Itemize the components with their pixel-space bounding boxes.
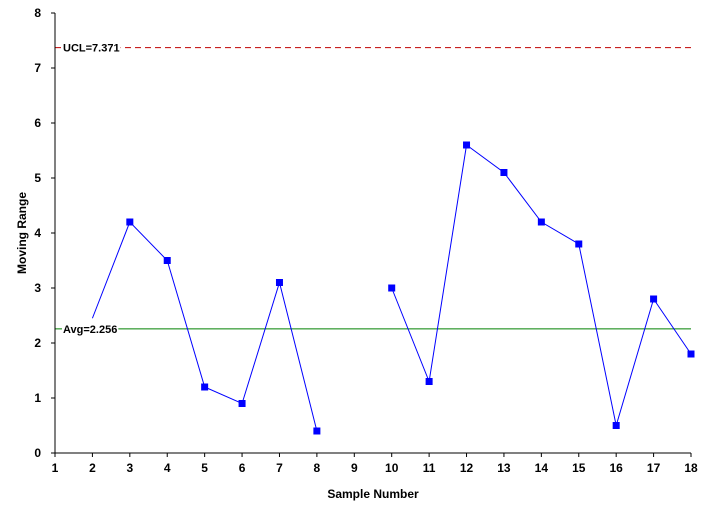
data-point — [463, 141, 471, 149]
data-point — [500, 169, 508, 176]
data-point — [388, 284, 396, 292]
y-axis-title: Moving Range — [15, 192, 29, 274]
avg-label-bg — [62, 323, 119, 336]
y-tick-label: 2 — [34, 336, 41, 350]
x-tick-label: 2 — [89, 461, 96, 475]
ucl-label: UCL=7.371 — [63, 43, 120, 55]
data-point — [275, 279, 283, 286]
data-point — [425, 378, 433, 385]
x-tick-label: 10 — [385, 461, 399, 475]
x-tick-label: 7 — [276, 461, 283, 475]
y-tick-label: 0 — [34, 446, 41, 460]
y-tick-label: 4 — [34, 226, 41, 240]
x-tick-label: 3 — [126, 461, 133, 475]
data-point — [650, 295, 658, 303]
y-tick-label: 5 — [34, 171, 41, 185]
series-line-segment — [91, 221, 318, 432]
ucl-label-bg — [62, 42, 121, 55]
y-tick-label: 7 — [34, 61, 41, 75]
x-tick-label: 17 — [647, 461, 661, 475]
x-tick-label: 4 — [164, 461, 171, 475]
data-point — [126, 218, 134, 226]
data-point — [163, 257, 171, 264]
data-point — [313, 427, 321, 435]
x-tick-label: 8 — [314, 461, 321, 475]
data-point — [612, 422, 620, 429]
data-point — [575, 240, 583, 248]
x-tick-label: 14 — [535, 461, 549, 475]
data-point — [687, 350, 695, 358]
x-tick-label: 9 — [351, 461, 358, 475]
y-tick-label: 1 — [34, 391, 41, 405]
x-tick-label: 18 — [684, 461, 698, 475]
reference-lines — [55, 47, 691, 330]
x-tick-label: 1 — [52, 461, 59, 475]
x-axis-title: Sample Number — [327, 487, 419, 501]
y-tick-label: 6 — [34, 116, 41, 130]
x-tick-label: 12 — [460, 461, 474, 475]
data-point — [201, 383, 209, 391]
y-tick-label: 8 — [34, 6, 41, 20]
labels: UCL=7.371 Avg=2.256 — [62, 42, 121, 336]
data-point — [238, 400, 246, 407]
x-tick-label: 11 — [423, 461, 436, 475]
data-point — [537, 218, 545, 226]
data-series — [91, 141, 695, 435]
series-line-segment — [391, 144, 692, 426]
y-tick-label: 3 — [34, 281, 41, 295]
x-tick-label: 16 — [609, 461, 623, 475]
x-tick-label: 5 — [201, 461, 208, 475]
avg-label: Avg=2.256 — [63, 324, 117, 336]
x-tick-label: 13 — [497, 461, 511, 475]
x-tick-label: 6 — [239, 461, 246, 475]
x-tick-label: 15 — [572, 461, 586, 475]
